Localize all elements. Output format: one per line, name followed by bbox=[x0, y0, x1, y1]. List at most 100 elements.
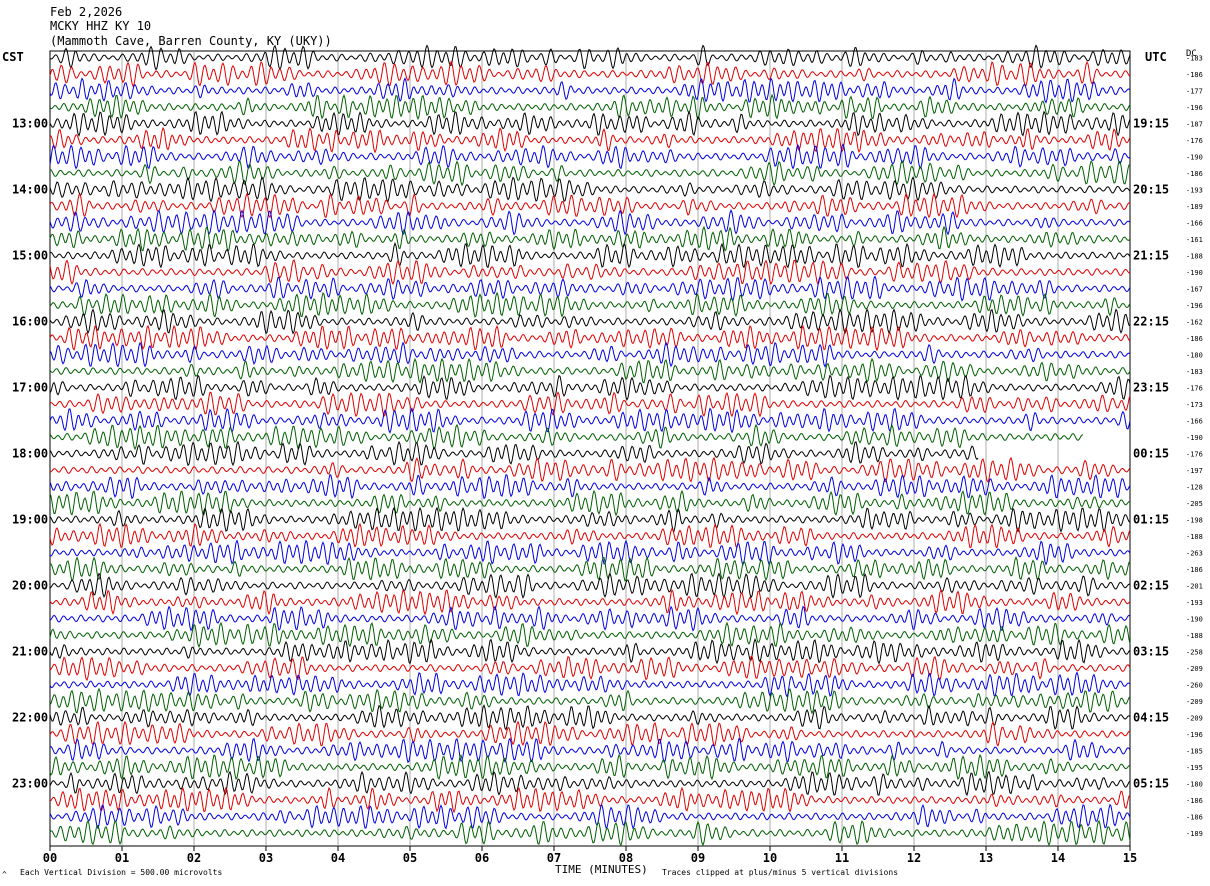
seismic-trace bbox=[49, 588, 1131, 616]
dc-offset-label: -198 bbox=[1186, 517, 1203, 525]
dc-offset-label: -186 bbox=[1186, 335, 1203, 343]
seismic-trace bbox=[49, 341, 1131, 368]
seismic-trace bbox=[49, 720, 1131, 747]
dc-offset-label: -186 bbox=[1186, 170, 1203, 178]
dc-offset-label: -166 bbox=[1186, 220, 1203, 228]
seismic-trace bbox=[49, 77, 1131, 104]
dc-offset-label: -176 bbox=[1186, 137, 1203, 145]
dc-offset-label: -183 bbox=[1186, 368, 1203, 376]
seismic-trace bbox=[49, 259, 1131, 286]
seismic-trace bbox=[49, 159, 1131, 187]
dc-offset-label: -173 bbox=[1186, 401, 1203, 409]
x-tick-label: 08 bbox=[619, 851, 633, 865]
seismic-trace bbox=[49, 391, 1131, 418]
dc-offset-label: -186 bbox=[1186, 566, 1203, 574]
dc-offset-label: -162 bbox=[1186, 319, 1203, 327]
seismic-trace bbox=[49, 440, 979, 467]
dc-offset-label: -186 bbox=[1186, 814, 1203, 822]
seismic-trace bbox=[49, 93, 1131, 121]
header-station: MCKY HHZ KY 10 bbox=[50, 19, 152, 33]
left-hour-label: 23:00 bbox=[12, 777, 48, 791]
seismic-trace bbox=[49, 605, 1131, 632]
seismic-trace bbox=[49, 671, 1131, 698]
clip-note: Traces clipped at plus/minus 5 vertical … bbox=[662, 868, 899, 877]
right-hour-label: 02:15 bbox=[1133, 579, 1169, 593]
dc-offset-label: -193 bbox=[1186, 599, 1203, 607]
seismic-trace bbox=[49, 110, 1131, 137]
dc-offset-label: -180 bbox=[1186, 352, 1203, 360]
dc-offset-label: -209 bbox=[1186, 665, 1203, 673]
x-tick-label: 04 bbox=[331, 851, 345, 865]
corner-mark: ^ bbox=[2, 870, 7, 879]
seismic-trace bbox=[49, 225, 1131, 253]
seismic-trace bbox=[49, 556, 1131, 582]
dc-offset-label: -193 bbox=[1186, 187, 1203, 195]
seismic-trace bbox=[49, 308, 1131, 335]
seismic-trace bbox=[49, 572, 1131, 599]
right-hour-label: 05:15 bbox=[1133, 777, 1169, 791]
seismic-trace bbox=[49, 44, 1131, 71]
dc-offset-label: -176 bbox=[1186, 451, 1203, 459]
seismic-trace bbox=[49, 357, 1131, 384]
left-timezone-label: CST bbox=[2, 50, 24, 64]
left-hour-label: 21:00 bbox=[12, 645, 48, 659]
seismic-trace bbox=[49, 143, 1131, 170]
dc-offset-label: -195 bbox=[1186, 764, 1203, 772]
dc-offset-label: -128 bbox=[1186, 484, 1203, 492]
seismic-trace bbox=[49, 407, 1131, 434]
seismic-trace bbox=[49, 770, 1131, 797]
dc-offset-label: -196 bbox=[1186, 731, 1203, 739]
dc-offset-label: -205 bbox=[1186, 500, 1203, 508]
seismic-trace bbox=[49, 60, 1131, 88]
seismic-trace bbox=[49, 241, 1131, 269]
dc-offset-label: -196 bbox=[1186, 302, 1203, 310]
dc-offset-label: -188 bbox=[1186, 253, 1203, 261]
dc-offset-label: -201 bbox=[1186, 583, 1203, 591]
seismic-trace bbox=[49, 753, 1131, 781]
header-location: (Mammoth Cave, Barren County, KY (UKY)) bbox=[50, 34, 332, 48]
dc-offset-label: -167 bbox=[1186, 286, 1203, 294]
dc-offset-label: -190 bbox=[1186, 154, 1203, 162]
seismic-trace bbox=[49, 506, 1131, 533]
dc-offset-label: -189 bbox=[1186, 203, 1203, 211]
dc-offset-label: -190 bbox=[1186, 434, 1203, 442]
seismic-trace bbox=[49, 539, 1131, 566]
seismic-trace bbox=[49, 275, 1131, 302]
seismic-trace bbox=[49, 687, 1131, 715]
dc-offset-label: -186 bbox=[1186, 797, 1203, 805]
right-hour-label: 23:15 bbox=[1133, 381, 1169, 395]
x-tick-label: 05 bbox=[403, 851, 417, 865]
seismic-trace bbox=[49, 126, 1131, 154]
right-hour-label: 00:15 bbox=[1133, 447, 1169, 461]
seismic-trace bbox=[49, 473, 1131, 500]
seismic-trace bbox=[49, 209, 1131, 236]
dc-offset-label: -189 bbox=[1186, 830, 1203, 838]
seismic-trace bbox=[49, 324, 1131, 352]
seismic-trace bbox=[49, 456, 1131, 483]
dc-offset-label: -263 bbox=[1186, 550, 1203, 558]
dc-offset-label: -188 bbox=[1186, 632, 1203, 640]
dc-offset-label: -209 bbox=[1186, 715, 1203, 723]
x-tick-label: 14 bbox=[1051, 851, 1065, 865]
left-hour-label: 20:00 bbox=[12, 579, 48, 593]
seismic-trace bbox=[49, 291, 1131, 318]
x-tick-label: 01 bbox=[115, 851, 129, 865]
left-hour-label: 18:00 bbox=[12, 447, 48, 461]
seismic-trace bbox=[49, 522, 1131, 549]
seismic-trace bbox=[49, 786, 1131, 814]
x-tick-label: 09 bbox=[691, 851, 705, 865]
seismic-trace bbox=[49, 737, 1131, 764]
right-hour-label: 20:15 bbox=[1133, 183, 1169, 197]
x-tick-label: 12 bbox=[907, 851, 921, 865]
dc-offset-label: -209 bbox=[1186, 698, 1203, 706]
right-hour-label: 19:15 bbox=[1133, 117, 1169, 131]
dc-offset-label: -180 bbox=[1186, 781, 1203, 789]
dc-offset-label: -177 bbox=[1186, 88, 1203, 96]
dc-offset-label: -176 bbox=[1186, 385, 1203, 393]
seismic-trace bbox=[49, 621, 1131, 648]
seismic-trace bbox=[49, 192, 1131, 219]
seismic-trace bbox=[49, 638, 1131, 665]
dc-offset-label: -190 bbox=[1186, 616, 1203, 624]
dc-offset-label: -197 bbox=[1186, 467, 1203, 475]
